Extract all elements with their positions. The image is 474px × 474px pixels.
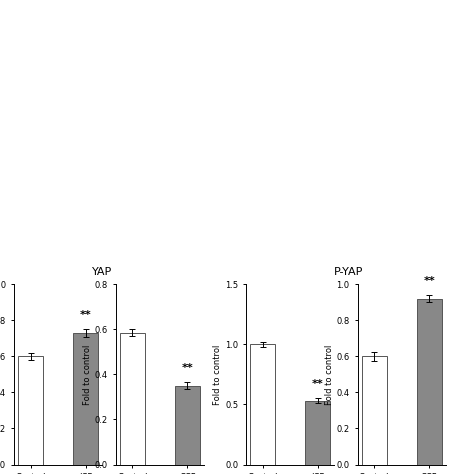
Bar [417, 299, 442, 465]
Bar [250, 345, 275, 465]
Bar [362, 356, 387, 465]
Text: **: ** [312, 380, 324, 390]
Y-axis label: Fold to control: Fold to control [213, 344, 222, 405]
Text: P-YAP: P-YAP [334, 267, 363, 277]
Bar [120, 333, 145, 465]
Bar [73, 333, 98, 465]
Text: **: ** [182, 364, 193, 374]
Bar [175, 386, 200, 465]
Bar [18, 356, 43, 465]
Y-axis label: Fold to control: Fold to control [325, 344, 334, 405]
Bar [305, 401, 330, 465]
Text: **: ** [80, 310, 91, 320]
Text: YAP: YAP [92, 267, 112, 277]
Y-axis label: Fold to control: Fold to control [83, 344, 92, 405]
Text: **: ** [423, 276, 435, 286]
